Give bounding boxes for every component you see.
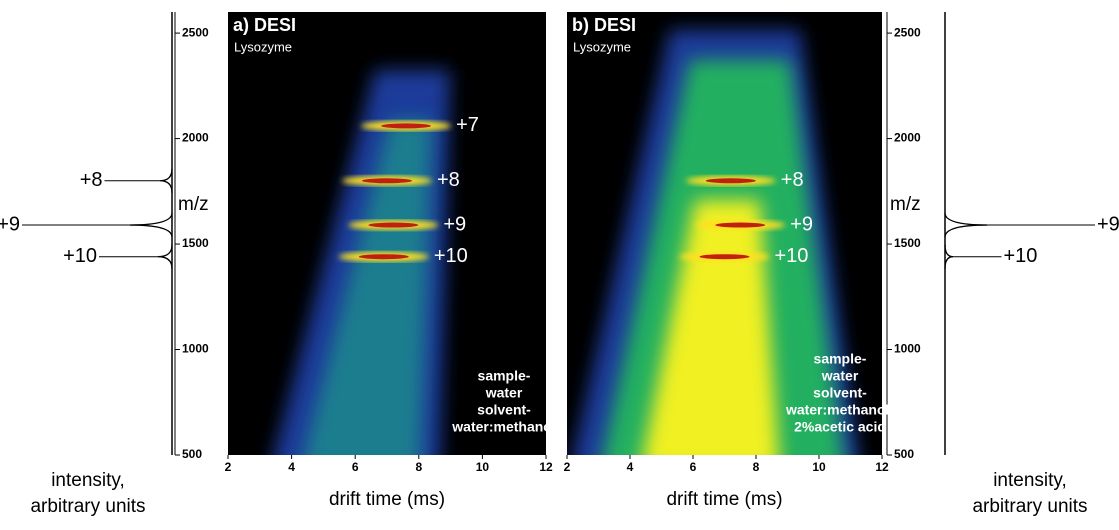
- x-tick-label: 10: [476, 460, 490, 474]
- y-axis-label: m/z: [890, 194, 921, 215]
- y-tick-label: 2000: [182, 131, 209, 145]
- x-axis-label: drift time (ms): [329, 489, 445, 510]
- sample-note: sample-: [478, 368, 531, 384]
- panel-subtitle: Lysozyme: [573, 39, 631, 54]
- charge-label: +10: [434, 245, 468, 267]
- charge-band-core: [381, 123, 432, 129]
- spectrum-peak: [157, 244, 173, 269]
- spectrum-axis-label: intensity,: [993, 470, 1067, 491]
- y-tick-label: 1000: [894, 342, 921, 356]
- charge-label: +9: [443, 213, 466, 235]
- charge-band-core: [715, 222, 766, 228]
- x-tick-label: 6: [352, 460, 359, 474]
- heatmap-texture: [273, 70, 450, 455]
- charge-band-core: [358, 254, 409, 260]
- spectrum-axis-label: intensity,: [51, 470, 125, 491]
- sample-note: water:methanol:: [785, 402, 894, 418]
- peak-label: +8: [80, 169, 103, 191]
- y-tick-label: 1500: [182, 236, 209, 250]
- y-tick-label: 2000: [894, 131, 921, 145]
- charge-band-core: [699, 254, 750, 260]
- sample-note: water: [821, 368, 859, 384]
- chart-layer: a) DESI Lysozyme 2 4 6 8 10 12 drift time (ms) 50…: [0, 12, 1119, 517]
- charge-band-core: [362, 178, 412, 184]
- charge-label: +8: [781, 169, 804, 191]
- sample-note: water:methanol: [451, 419, 555, 435]
- y-tick-label: 1500: [894, 236, 921, 250]
- spectrum-peak: [129, 212, 173, 238]
- charge-label: +9: [790, 213, 813, 235]
- x-tick-label: 10: [812, 460, 826, 474]
- charge-band-core: [368, 222, 419, 228]
- sample-note: sample-: [814, 351, 867, 367]
- charge-band-core: [705, 178, 756, 184]
- spectrum-axis-label: arbitrary units: [972, 496, 1087, 517]
- peak-label: +9: [0, 213, 20, 235]
- sample-note: 2%acetic acid: [794, 419, 886, 435]
- spectrum-peak: [944, 212, 988, 238]
- panel-title: a) DESI: [233, 15, 296, 35]
- charge-label: +7: [456, 114, 479, 136]
- charge-label: +8: [437, 169, 460, 191]
- x-tick-label: 8: [753, 460, 760, 474]
- y-tick-label: 1000: [182, 342, 209, 356]
- panel-subtitle: Lysozyme: [234, 39, 292, 54]
- y-tick-label: 500: [182, 447, 202, 461]
- sample-note: solvent-: [813, 385, 867, 401]
- peak-label: +10: [63, 245, 97, 267]
- x-tick-label: 4: [627, 460, 634, 474]
- x-tick-label: 4: [288, 460, 295, 474]
- peak-label: +10: [1004, 245, 1038, 267]
- y-axis-label: m/z: [178, 194, 209, 215]
- x-tick-label: 12: [539, 460, 553, 474]
- spectrum-axis-label: arbitrary units: [30, 496, 145, 517]
- x-tick-label: 6: [690, 460, 697, 474]
- x-tick-label: 2: [564, 460, 571, 474]
- y-tick-label: 500: [894, 447, 914, 461]
- x-axis-label: drift time (ms): [666, 489, 782, 510]
- x-tick-label: 8: [415, 460, 422, 474]
- panel-title: b) DESI: [572, 15, 636, 35]
- y-tick-label: 2500: [182, 25, 209, 39]
- spectrum-peak: [944, 244, 954, 269]
- spectrum-peak: [159, 168, 173, 193]
- x-tick-label: 12: [875, 460, 889, 474]
- x-tick-label: 2: [225, 460, 232, 474]
- charge-label: +10: [775, 245, 809, 267]
- y-tick-label: 2500: [894, 25, 921, 39]
- sample-note: water: [485, 385, 523, 401]
- peak-label: +9: [1097, 213, 1119, 235]
- sample-note: solvent-: [477, 402, 531, 418]
